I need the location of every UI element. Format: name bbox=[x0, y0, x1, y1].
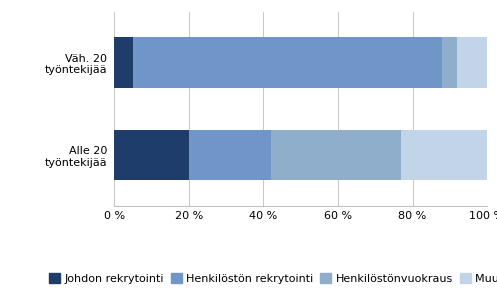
Bar bbox=[133, 37, 442, 88]
Legend: Johdon rekrytointi, Henkilöstön rekrytointi, Henkilöstönvuokraus, Muut palvelut: Johdon rekrytointi, Henkilöstön rekrytoi… bbox=[49, 273, 497, 284]
Bar bbox=[402, 130, 487, 181]
Bar bbox=[457, 37, 487, 88]
Bar bbox=[114, 130, 189, 181]
Bar bbox=[189, 130, 271, 181]
Bar bbox=[114, 37, 133, 88]
Bar bbox=[271, 130, 402, 181]
Bar bbox=[442, 37, 457, 88]
